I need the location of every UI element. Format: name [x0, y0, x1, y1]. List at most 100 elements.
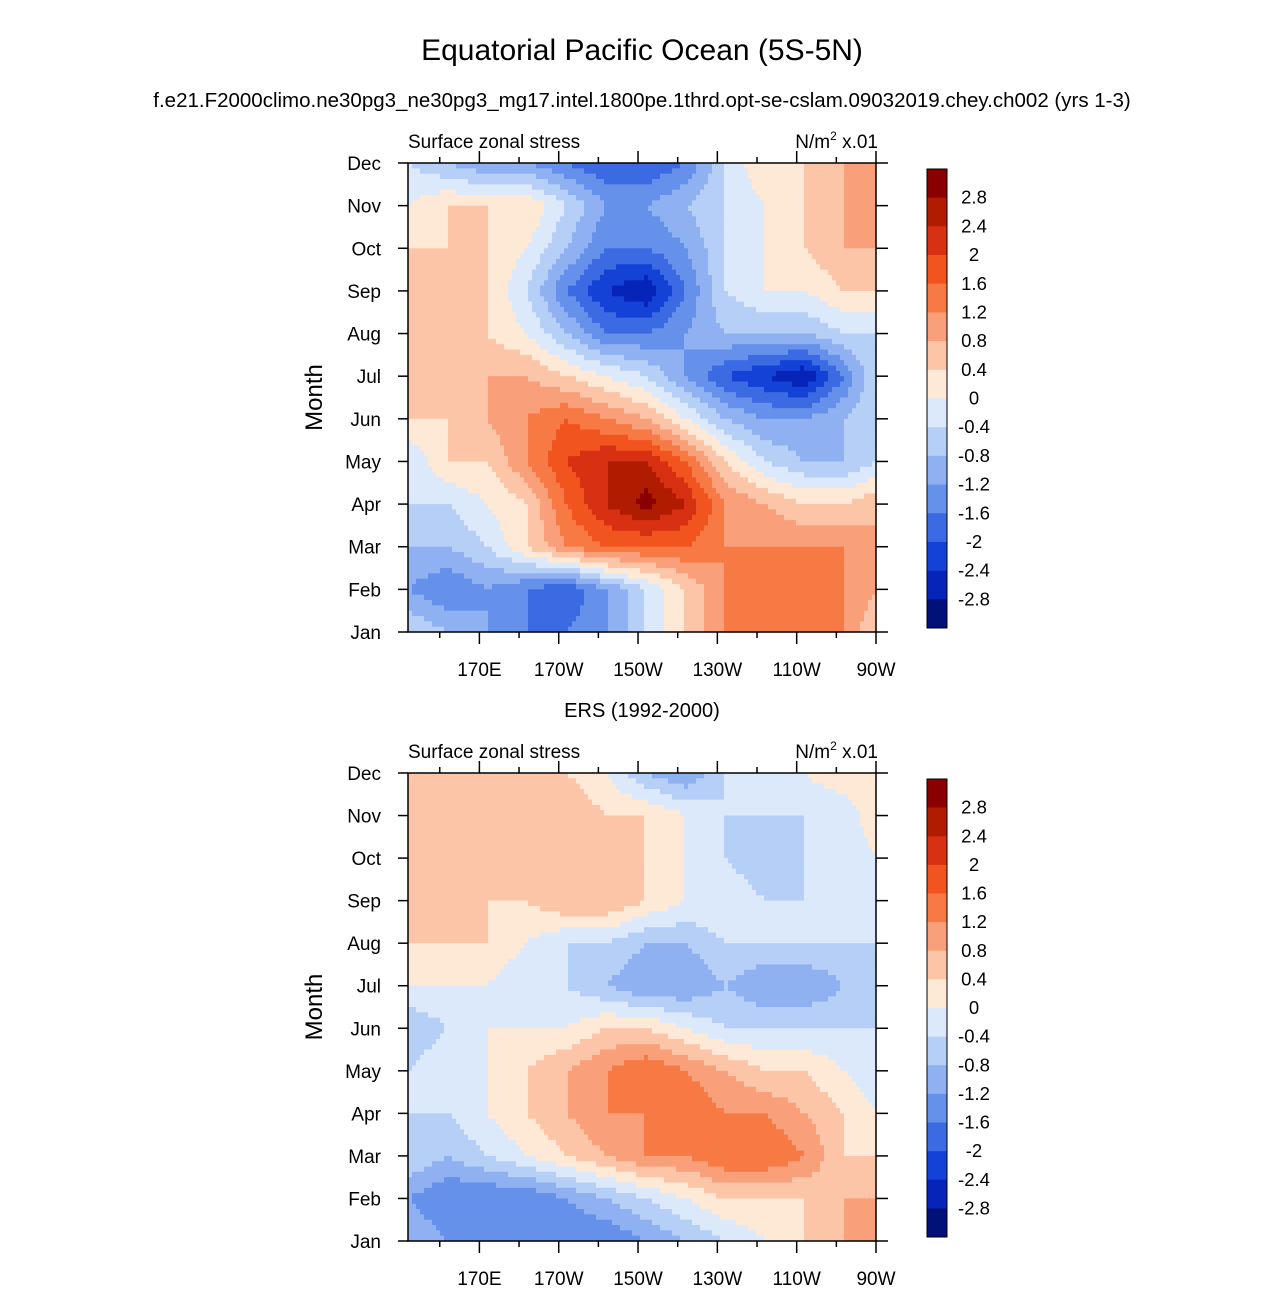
contour-cell: [772, 200, 777, 206]
contour-cell: [728, 168, 733, 174]
contour-cell: [792, 238, 797, 244]
contour-cell: [544, 206, 549, 212]
contour-cell: [576, 254, 581, 260]
contour-cell: [856, 259, 861, 265]
contour-cell: [608, 174, 613, 180]
contour-cell: [568, 222, 573, 228]
contour-cell: [620, 243, 625, 249]
contour-cell: [620, 211, 625, 217]
contour-cell: [716, 243, 721, 249]
contour-cell: [580, 190, 585, 196]
contour-cell: [452, 168, 457, 174]
contour-cell: [412, 168, 417, 174]
contour-cell: [512, 168, 517, 174]
contour-cell: [716, 174, 721, 180]
contour-cell: [424, 211, 429, 217]
contour-cell: [792, 195, 797, 201]
contour-cell: [456, 259, 461, 265]
contour-cell: [764, 163, 769, 169]
contour-cell: [568, 179, 573, 185]
contour-cell: [588, 200, 593, 206]
contour-cell: [636, 254, 641, 260]
contour-cell: [548, 200, 553, 206]
contour-cell: [728, 259, 733, 265]
contour-cell: [416, 206, 421, 212]
contour-cell: [804, 200, 809, 206]
contour-cell: [624, 264, 629, 270]
contour-cell: [576, 238, 581, 244]
contour-cell: [752, 264, 757, 270]
contour-cell: [548, 211, 553, 217]
contour-cell: [504, 206, 509, 212]
contour-cell: [736, 163, 741, 169]
contour-cell: [556, 163, 561, 169]
contour-cell: [672, 168, 677, 174]
contour-cell: [440, 216, 445, 222]
contour-cell: [740, 195, 745, 201]
contour-cell: [660, 248, 665, 254]
contour-cell: [700, 259, 705, 265]
contour-cell: [784, 174, 789, 180]
contour-cell: [848, 248, 853, 254]
contour-cell: [688, 174, 693, 180]
contour-cell: [592, 238, 597, 244]
contour-cell: [760, 227, 765, 233]
contour-cell: [448, 200, 453, 206]
contour-cell: [532, 227, 537, 233]
contour-cell: [616, 227, 621, 233]
contour-cell: [568, 248, 573, 254]
contour-cell: [508, 227, 513, 233]
contour-cell: [520, 216, 525, 222]
contour-cell: [752, 222, 757, 228]
contour-cell: [596, 179, 601, 185]
contour-cell: [460, 232, 465, 238]
contour-cell: [460, 254, 465, 260]
contour-cell: [548, 174, 553, 180]
contour-cell: [596, 222, 601, 228]
contour-cell: [656, 270, 661, 276]
contour-cell: [676, 206, 681, 212]
contour-cell: [468, 222, 473, 228]
contour-cell: [824, 163, 829, 169]
contour-cell: [432, 195, 437, 201]
contour-cell: [572, 168, 577, 174]
contour-cell: [432, 211, 437, 217]
contour-cell: [416, 174, 421, 180]
contour-cell: [748, 254, 753, 260]
contour-cell: [712, 254, 717, 260]
contour-cell: [428, 232, 433, 238]
contour-cell: [664, 211, 669, 217]
contour-cell: [600, 206, 605, 212]
contour-cell: [684, 232, 689, 238]
contour-cell: [448, 168, 453, 174]
contour-cell: [800, 190, 805, 196]
contour-cell: [544, 200, 549, 206]
contour-cell: [784, 227, 789, 233]
contour-cell: [796, 190, 801, 196]
contour-cell: [520, 184, 525, 190]
contour-cell: [768, 254, 773, 260]
contour-cell: [528, 243, 533, 249]
contour-cell: [476, 163, 481, 169]
contour-cell: [504, 200, 509, 206]
contour-cell: [544, 232, 549, 238]
contour-cell: [684, 179, 689, 185]
contour-cell: [704, 243, 709, 249]
contour-cell: [412, 270, 417, 276]
contour-cell: [440, 195, 445, 201]
contour-cell: [800, 259, 805, 265]
contour-cell: [472, 190, 477, 196]
contour-cell: [740, 259, 745, 265]
contour-cell: [692, 174, 697, 180]
contour-cell: [592, 248, 597, 254]
contour-cell: [500, 168, 505, 174]
contour-cell: [788, 211, 793, 217]
contour-cell: [640, 179, 645, 185]
contour-cell: [556, 174, 561, 180]
contour-cell: [856, 168, 861, 174]
contour-cell: [544, 270, 549, 276]
contour-cell: [632, 238, 637, 244]
contour-cell: [848, 184, 853, 190]
contour-cell: [756, 232, 761, 238]
contour-cell: [596, 227, 601, 233]
